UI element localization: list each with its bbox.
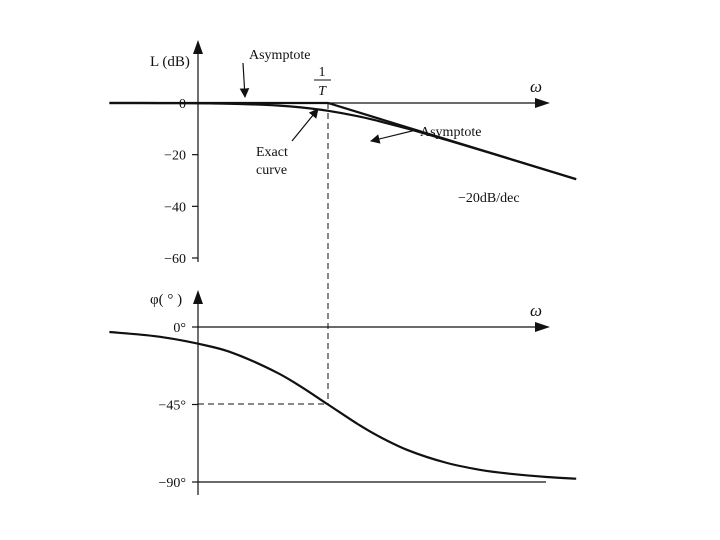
magnitude-x-axis-arrow: [535, 98, 550, 108]
phase-x-axis-label: ω: [530, 301, 542, 320]
corner-frequency-label: 1 T: [314, 65, 331, 99]
magnitude-y-tick-label: −40: [164, 200, 186, 215]
phase-curve: [109, 330, 577, 480]
exact-curve-annotation-arrow: [291, 108, 319, 142]
magnitude-chart: L (dB) ω 0 −20 −40 −60 1 T Asymptote Asympt…: [109, 40, 577, 267]
phase-y-tick-label: −90°: [159, 476, 187, 491]
corner-frequency-numerator: 1: [319, 65, 326, 80]
asymptote-annotation-top: Asymptote: [249, 48, 310, 63]
phase-y-axis-arrow: [193, 290, 203, 304]
exact-curve-annotation-line1: Exact: [256, 145, 288, 160]
asymptote-annotation-right-arrow: [370, 129, 417, 144]
phase-y-tick-label: −45°: [159, 399, 187, 414]
phase-y-ticks: 0° −45° −90°: [159, 321, 198, 491]
phase-y-axis-label: φ( ° ): [150, 292, 182, 308]
asymptote-annotation-right: Asymptote: [420, 125, 481, 140]
asymptote-annotation-top-arrow: [239, 62, 250, 98]
magnitude-y-tick-label: 0: [179, 97, 186, 112]
magnitude-y-tick-label: −20: [164, 149, 186, 164]
exact-curve-annotation-line2: curve: [256, 163, 287, 178]
phase-x-axis-arrow: [535, 322, 550, 332]
corner-frequency-denominator: T: [318, 84, 327, 99]
magnitude-y-ticks: 0 −20 −40 −60: [164, 97, 198, 267]
phase-chart: φ( ° ) ω 0° −45° −90°: [109, 290, 577, 495]
magnitude-y-tick-label: −60: [164, 252, 186, 267]
magnitude-x-axis-label: ω: [530, 77, 542, 96]
phase-y-tick-label: 0°: [173, 321, 186, 336]
magnitude-exact-curve: [109, 101, 577, 181]
slope-annotation: −20dB/dec: [458, 191, 520, 206]
magnitude-y-axis-label: L (dB): [150, 54, 190, 70]
magnitude-y-axis-arrow: [193, 40, 203, 54]
